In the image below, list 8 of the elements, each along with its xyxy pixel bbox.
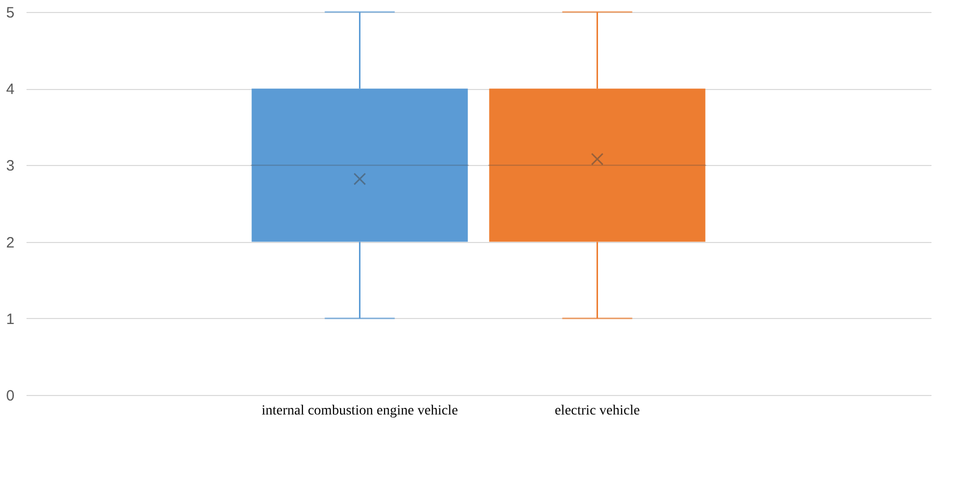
y-tick-label: 0 <box>6 388 14 404</box>
y-tick-label: 2 <box>6 234 14 252</box>
x-tick-label: electric vehicle <box>554 404 640 418</box>
y-tick-label: 1 <box>6 310 14 328</box>
y-tick-label: 4 <box>6 81 14 98</box>
y-tick-label: 5 <box>6 4 14 22</box>
x-tick-label: internal combustion engine vehicle <box>262 404 458 418</box>
y-tick-label: 3 <box>6 158 14 175</box>
